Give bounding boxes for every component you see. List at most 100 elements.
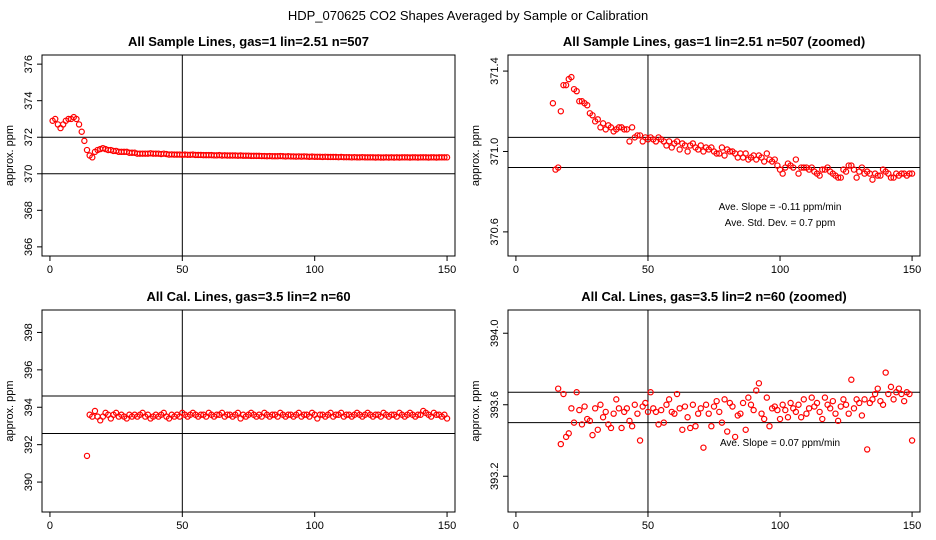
data-point — [858, 412, 866, 419]
data-point — [554, 164, 562, 171]
chart-title: All Cal. Lines, gas=3.5 lin=2 n=60 — [146, 289, 350, 304]
data-point — [631, 401, 638, 408]
data-point — [790, 164, 797, 171]
data-point — [628, 422, 636, 430]
data-point — [565, 430, 572, 437]
data-point — [766, 422, 773, 430]
data-point — [776, 415, 784, 423]
data-point — [805, 405, 813, 412]
data-point — [615, 124, 623, 131]
data-point — [581, 403, 588, 410]
data-point — [684, 148, 691, 155]
plot-frame — [41, 309, 456, 513]
data-point — [705, 410, 712, 417]
data-point — [760, 415, 768, 423]
data-point — [795, 170, 802, 177]
data-point — [787, 399, 794, 407]
data-point — [792, 156, 800, 163]
data-point — [673, 138, 681, 145]
data-point — [908, 437, 916, 444]
data-point — [879, 401, 887, 408]
data-point — [634, 132, 641, 139]
data-point — [816, 408, 823, 416]
data-point — [898, 170, 905, 177]
data-point — [853, 174, 860, 181]
data-point — [433, 411, 440, 418]
plot-frame — [507, 309, 921, 513]
y-tick-label: 394.0 — [489, 319, 501, 347]
data-point — [803, 410, 810, 417]
y-tick-label: 396 — [23, 361, 35, 379]
data-point — [885, 390, 892, 398]
data-point — [636, 132, 644, 139]
data-point — [607, 424, 615, 432]
x-tick-label: 150 — [903, 264, 921, 276]
data-point — [708, 422, 715, 430]
data-point — [584, 102, 591, 109]
data-point — [753, 387, 760, 394]
chart-title: All Sample Lines, gas=1 lin=2.51 n=507 — [128, 34, 369, 49]
data-point — [898, 390, 905, 398]
data-point — [718, 144, 726, 151]
data-point — [665, 138, 673, 145]
data-point — [797, 414, 805, 421]
data-point — [890, 396, 897, 403]
data-point — [628, 124, 636, 131]
data-point — [626, 417, 633, 425]
data-point — [906, 390, 913, 398]
data-point — [692, 422, 699, 430]
data-point — [816, 172, 823, 179]
data-point — [721, 152, 728, 159]
data-point — [684, 414, 691, 421]
data-point — [840, 396, 847, 403]
data-point — [821, 394, 829, 401]
data-point — [576, 406, 583, 414]
data-point — [908, 170, 916, 177]
y-tick-label: 366 — [23, 238, 35, 256]
data-point — [657, 406, 665, 414]
data-point — [332, 411, 340, 418]
panel-cal-lines-zoomed: All Cal. Lines, gas=3.5 lin=2 n=60 (zoom… — [470, 289, 921, 532]
x-tick-label: 100 — [771, 264, 789, 276]
page-title: HDP_070625 CO2 Shapes Averaged by Sample… — [288, 8, 648, 23]
y-tick-label: 372 — [23, 128, 35, 146]
data-point — [784, 414, 792, 421]
data-point — [895, 385, 903, 392]
data-point — [869, 396, 876, 403]
data-point — [414, 411, 422, 418]
data-point — [856, 399, 863, 407]
data-point — [602, 408, 609, 416]
x-tick-label: 50 — [176, 520, 188, 532]
data-point — [763, 150, 771, 157]
y-tick-label: 392 — [23, 435, 35, 453]
data-point — [837, 174, 844, 181]
x-tick-label: 0 — [47, 520, 53, 532]
data-point — [795, 401, 802, 408]
data-point — [716, 150, 723, 157]
data-point — [694, 410, 702, 417]
data-point — [623, 405, 631, 412]
data-point — [837, 403, 844, 410]
data-point — [554, 385, 562, 392]
data-point — [594, 426, 601, 433]
data-point — [623, 126, 631, 133]
chart-title: All Sample Lines, gas=1 lin=2.51 n=507 (… — [563, 34, 865, 49]
data-point — [83, 146, 91, 154]
y-tick-label: 368 — [23, 201, 35, 219]
y-tick-label: 370.6 — [489, 218, 501, 246]
data-point — [576, 98, 583, 105]
data-point — [599, 120, 607, 127]
data-point — [663, 401, 670, 408]
data-point — [724, 428, 731, 435]
data-point — [760, 158, 768, 165]
data-point — [65, 115, 72, 123]
data-point — [573, 389, 580, 396]
data-point — [224, 411, 231, 418]
data-point — [673, 390, 681, 398]
data-point — [89, 154, 96, 161]
data-point — [655, 421, 662, 428]
data-point — [589, 431, 596, 439]
y-tick-label: 376 — [23, 55, 35, 73]
data-point — [718, 419, 726, 426]
data-point — [78, 128, 85, 135]
